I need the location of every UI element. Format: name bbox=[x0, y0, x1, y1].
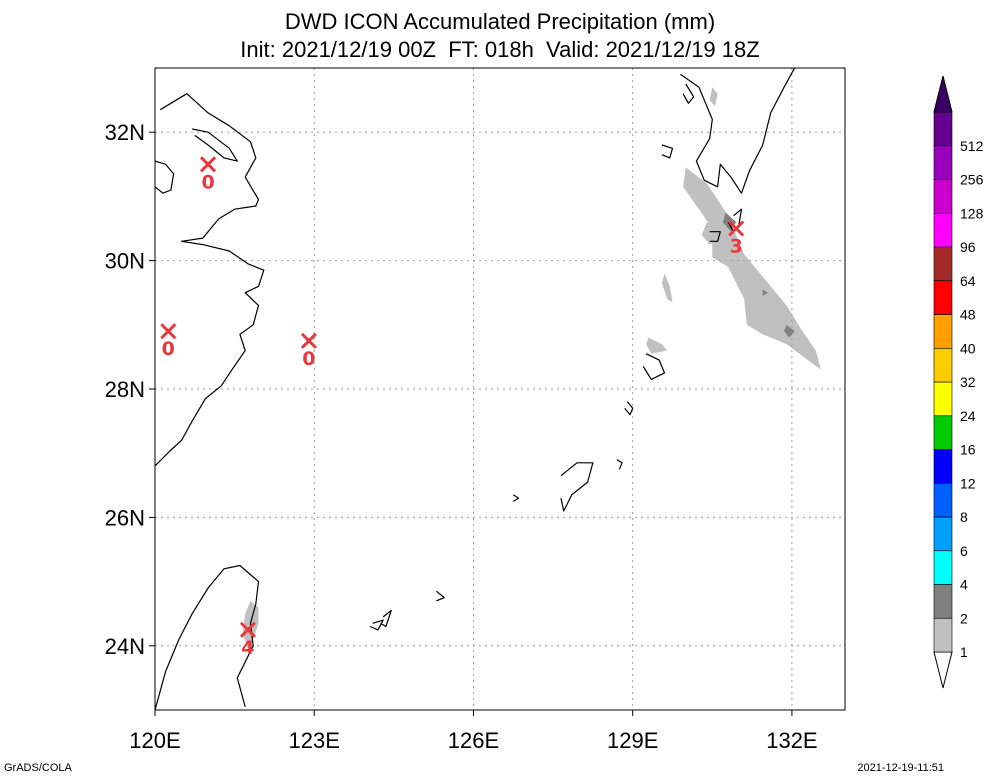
coastline-16 bbox=[661, 144, 674, 159]
coastline-8 bbox=[560, 462, 594, 512]
x-tick-label: 129E bbox=[607, 728, 658, 753]
colorbar-upper-arrow bbox=[933, 75, 953, 113]
coastline-13 bbox=[435, 590, 445, 602]
coastline-0 bbox=[155, 93, 265, 467]
colorbar-swatch bbox=[933, 516, 953, 552]
station-value: 0 bbox=[162, 338, 175, 360]
colorbar-level-label: 64 bbox=[960, 273, 976, 289]
colorbar-swatch bbox=[933, 617, 953, 653]
precip-area-8 bbox=[762, 289, 768, 296]
station-value: 0 bbox=[302, 348, 315, 370]
colorbar-level-label: 1 bbox=[960, 644, 968, 660]
colorbar-swatch bbox=[933, 212, 953, 248]
coastline-7 bbox=[642, 353, 666, 380]
colorbar-level-label: 40 bbox=[960, 340, 976, 356]
colorbar-swatch bbox=[933, 280, 953, 315]
coastline-10 bbox=[616, 459, 623, 470]
coastline-1 bbox=[155, 160, 175, 194]
station-marker bbox=[160, 323, 177, 340]
station-value: 4 bbox=[241, 637, 254, 659]
colorbar-level-label: 128 bbox=[960, 205, 984, 221]
station-value: 3 bbox=[730, 236, 743, 258]
y-tick-label: 32N bbox=[105, 120, 145, 145]
y-tick-label: 24N bbox=[105, 634, 145, 659]
x-tick-label: 126E bbox=[448, 728, 499, 753]
coastline-14 bbox=[512, 494, 520, 502]
station-marker bbox=[300, 332, 317, 349]
colorbar-level-label: 512 bbox=[960, 138, 984, 154]
colorbar-level-label: 256 bbox=[960, 172, 984, 188]
colorbar-swatch bbox=[933, 246, 953, 282]
colorbar-level-label: 2 bbox=[960, 610, 968, 626]
colorbar-swatch bbox=[933, 347, 953, 383]
colorbar-level-label: 96 bbox=[960, 239, 976, 255]
coastline-12 bbox=[380, 609, 392, 628]
coastline-4 bbox=[680, 68, 796, 194]
y-tick-label: 26N bbox=[105, 505, 145, 530]
colorbar-swatch bbox=[933, 314, 953, 349]
coastline-9 bbox=[624, 401, 634, 416]
colorbar-swatch bbox=[933, 145, 953, 180]
coastline-11 bbox=[369, 619, 384, 631]
colorbar-level-label: 6 bbox=[960, 543, 968, 559]
colorbar-swatch bbox=[933, 550, 953, 585]
coastline-5 bbox=[709, 231, 721, 242]
colorbar-level-label: 48 bbox=[960, 307, 976, 323]
precip-area-0 bbox=[683, 167, 822, 370]
precip-area-1 bbox=[646, 337, 668, 354]
x-tick-label: 123E bbox=[289, 728, 340, 753]
colorbar-level-label: 12 bbox=[960, 475, 976, 491]
colorbar-swatch bbox=[933, 482, 953, 518]
y-tick-label: 30N bbox=[105, 249, 145, 274]
x-tick-label: 120E bbox=[129, 728, 180, 753]
station-marker bbox=[200, 156, 217, 173]
colorbar-level-label: 24 bbox=[960, 408, 976, 424]
colorbar-swatch bbox=[933, 381, 953, 417]
precip-area-7 bbox=[784, 324, 795, 338]
station-value: 0 bbox=[201, 171, 214, 193]
colorbar-swatch bbox=[933, 179, 953, 214]
colorbar-swatch bbox=[933, 449, 953, 484]
colorbar-swatch bbox=[933, 584, 953, 619]
precip-area-3 bbox=[661, 273, 673, 303]
footer-timestamp: 2021-12-19-11:51 bbox=[857, 762, 944, 774]
colorbar-lower-arrow bbox=[933, 651, 953, 689]
y-tick-label: 28N bbox=[105, 377, 145, 402]
precip-area-4 bbox=[709, 87, 718, 107]
station-marker bbox=[728, 220, 745, 237]
coastline-3 bbox=[155, 564, 260, 710]
colorbar-swatch bbox=[933, 415, 953, 450]
footer-software-label: GrADS/COLA bbox=[4, 762, 72, 774]
colorbar-level-label: 8 bbox=[960, 509, 968, 525]
colorbar-level-label: 16 bbox=[960, 442, 976, 458]
coastline-15 bbox=[682, 83, 695, 104]
x-tick-label: 132E bbox=[766, 728, 817, 753]
chart-title-line2: Init: 2021/12/19 00Z FT: 018h Valid: 202… bbox=[240, 37, 760, 62]
station-marker bbox=[239, 621, 256, 638]
coastline-2 bbox=[192, 128, 238, 162]
colorbar-swatch bbox=[933, 111, 953, 147]
colorbar-level-label: 32 bbox=[960, 374, 976, 390]
precip-area-2 bbox=[701, 222, 718, 245]
chart-title-line1: DWD ICON Accumulated Precipitation (mm) bbox=[284, 9, 716, 34]
colorbar-level-label: 4 bbox=[960, 577, 968, 593]
